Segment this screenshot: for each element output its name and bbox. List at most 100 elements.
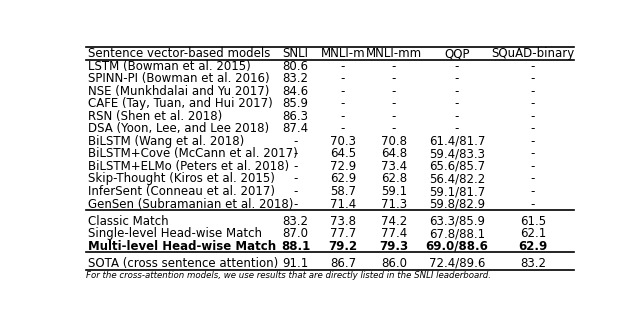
Text: 62.9: 62.9 <box>330 172 356 185</box>
Text: -: - <box>531 122 535 135</box>
Text: SOTA (cross sentence attention): SOTA (cross sentence attention) <box>88 257 278 270</box>
Text: 83.2: 83.2 <box>283 215 308 228</box>
Text: BiLSTM (Wang et al. 2018): BiLSTM (Wang et al. 2018) <box>88 135 244 148</box>
Text: -: - <box>392 97 396 110</box>
Text: 91.1: 91.1 <box>282 257 308 270</box>
Text: -: - <box>531 160 535 173</box>
Text: -: - <box>294 185 298 198</box>
Text: 74.2: 74.2 <box>381 215 407 228</box>
Text: 59.8/82.9: 59.8/82.9 <box>429 198 485 211</box>
Text: -: - <box>340 85 345 98</box>
Text: -: - <box>392 72 396 85</box>
Text: -: - <box>454 97 459 110</box>
Text: Multi-level Head-wise Match: Multi-level Head-wise Match <box>88 240 276 253</box>
Text: -: - <box>454 122 459 135</box>
Text: 63.3/85.9: 63.3/85.9 <box>429 215 485 228</box>
Text: -: - <box>531 60 535 73</box>
Text: -: - <box>294 147 298 161</box>
Text: -: - <box>340 97 345 110</box>
Text: 84.6: 84.6 <box>283 85 308 98</box>
Text: -: - <box>531 97 535 110</box>
Text: -: - <box>340 110 345 123</box>
Text: 83.2: 83.2 <box>283 72 308 85</box>
Text: 85.9: 85.9 <box>283 97 308 110</box>
Text: -: - <box>531 72 535 85</box>
Text: 62.1: 62.1 <box>520 227 546 240</box>
Text: 73.4: 73.4 <box>381 160 407 173</box>
Text: -: - <box>392 85 396 98</box>
Text: -: - <box>454 85 459 98</box>
Text: 79.2: 79.2 <box>328 240 357 253</box>
Text: 86.0: 86.0 <box>381 257 407 270</box>
Text: -: - <box>531 147 535 161</box>
Text: 58.7: 58.7 <box>330 185 356 198</box>
Text: NSE (Munkhdalai and Yu 2017): NSE (Munkhdalai and Yu 2017) <box>88 85 269 98</box>
Text: 88.1: 88.1 <box>281 240 310 253</box>
Text: Single-level Head-wise Match: Single-level Head-wise Match <box>88 227 262 240</box>
Text: -: - <box>531 110 535 123</box>
Text: 56.4/82.2: 56.4/82.2 <box>429 172 485 185</box>
Text: 83.2: 83.2 <box>520 257 546 270</box>
Text: -: - <box>294 135 298 148</box>
Text: QQP: QQP <box>444 47 470 60</box>
Text: SQuAD-binary: SQuAD-binary <box>492 47 575 60</box>
Text: 72.4/89.6: 72.4/89.6 <box>429 257 485 270</box>
Text: -: - <box>454 72 459 85</box>
Text: DSA (Yoon, Lee, and Lee 2018): DSA (Yoon, Lee, and Lee 2018) <box>88 122 269 135</box>
Text: -: - <box>531 185 535 198</box>
Text: -: - <box>340 60 345 73</box>
Text: 61.4/81.7: 61.4/81.7 <box>429 135 485 148</box>
Text: -: - <box>294 172 298 185</box>
Text: -: - <box>392 60 396 73</box>
Text: -: - <box>454 60 459 73</box>
Text: 77.4: 77.4 <box>381 227 407 240</box>
Text: 64.8: 64.8 <box>381 147 407 161</box>
Text: Skip-Thought (Kiros et al. 2015): Skip-Thought (Kiros et al. 2015) <box>88 172 275 185</box>
Text: BiLSTM+Cove (McCann et al. 2017): BiLSTM+Cove (McCann et al. 2017) <box>88 147 298 161</box>
Text: 80.6: 80.6 <box>283 60 308 73</box>
Text: 79.3: 79.3 <box>380 240 408 253</box>
Text: -: - <box>340 122 345 135</box>
Text: 69.0/88.6: 69.0/88.6 <box>426 240 488 253</box>
Text: InferSent (Conneau et al. 2017): InferSent (Conneau et al. 2017) <box>88 185 275 198</box>
Text: -: - <box>454 110 459 123</box>
Text: -: - <box>294 160 298 173</box>
Text: MNLI-m: MNLI-m <box>321 47 365 60</box>
Text: -: - <box>294 198 298 211</box>
Text: 62.8: 62.8 <box>381 172 407 185</box>
Text: LSTM (Bowman et al. 2015): LSTM (Bowman et al. 2015) <box>88 60 251 73</box>
Text: 87.4: 87.4 <box>283 122 308 135</box>
Text: Sentence vector-based models: Sentence vector-based models <box>88 47 270 60</box>
Text: 86.3: 86.3 <box>283 110 308 123</box>
Text: -: - <box>531 172 535 185</box>
Text: Classic Match: Classic Match <box>88 215 168 228</box>
Text: -: - <box>531 198 535 211</box>
Text: 67.8/88.1: 67.8/88.1 <box>429 227 485 240</box>
Text: 62.9: 62.9 <box>518 240 547 253</box>
Text: 61.5: 61.5 <box>520 215 546 228</box>
Text: 77.7: 77.7 <box>330 227 356 240</box>
Text: CAFE (Tay, Tuan, and Hui 2017): CAFE (Tay, Tuan, and Hui 2017) <box>88 97 273 110</box>
Text: -: - <box>531 135 535 148</box>
Text: MNLI-mm: MNLI-mm <box>366 47 422 60</box>
Text: 71.4: 71.4 <box>330 198 356 211</box>
Text: For the cross-attention models, we use results that are directly listed in the S: For the cross-attention models, we use r… <box>86 271 491 280</box>
Text: -: - <box>392 122 396 135</box>
Text: SNLI: SNLI <box>283 47 308 60</box>
Text: 59.1/81.7: 59.1/81.7 <box>429 185 485 198</box>
Text: 73.8: 73.8 <box>330 215 356 228</box>
Text: -: - <box>340 72 345 85</box>
Text: SPINN-PI (Bowman et al. 2016): SPINN-PI (Bowman et al. 2016) <box>88 72 269 85</box>
Text: RSN (Shen et al. 2018): RSN (Shen et al. 2018) <box>88 110 222 123</box>
Text: -: - <box>531 85 535 98</box>
Text: 64.5: 64.5 <box>330 147 356 161</box>
Text: 87.0: 87.0 <box>283 227 308 240</box>
Text: 86.7: 86.7 <box>330 257 356 270</box>
Text: BiLSTM+ELMo (Peters et al. 2018): BiLSTM+ELMo (Peters et al. 2018) <box>88 160 289 173</box>
Text: 59.4/83.3: 59.4/83.3 <box>429 147 485 161</box>
Text: 70.8: 70.8 <box>381 135 407 148</box>
Text: 70.3: 70.3 <box>330 135 356 148</box>
Text: GenSen (Subramanian et al. 2018): GenSen (Subramanian et al. 2018) <box>88 198 293 211</box>
Text: 65.6/85.7: 65.6/85.7 <box>429 160 485 173</box>
Text: -: - <box>392 110 396 123</box>
